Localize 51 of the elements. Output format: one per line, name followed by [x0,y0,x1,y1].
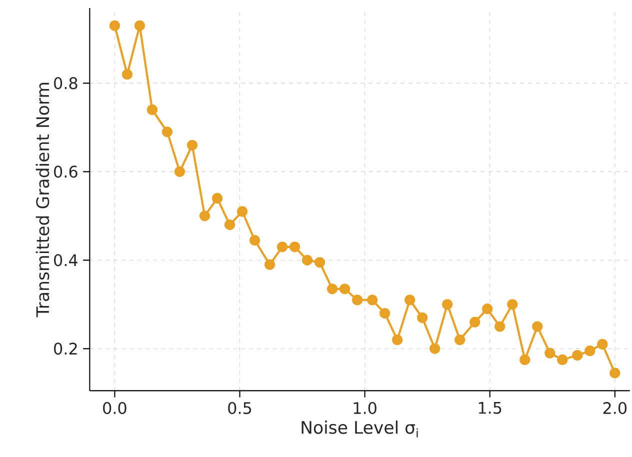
point [544,348,556,358]
point [584,345,596,356]
y-tick-label: 0.6 [54,165,78,178]
point [572,350,583,360]
point [379,308,390,318]
point [430,343,440,354]
point [224,219,236,230]
point [404,294,416,306]
y-axis-title: Transmitted Gradient Norm [36,82,50,317]
x-tick-label: 1.0 [354,402,376,414]
point [249,234,260,246]
point [339,283,350,294]
point [162,126,173,137]
point [507,298,518,310]
point [264,259,276,270]
x-tick-label: 0.0 [103,402,126,414]
point [494,320,506,332]
y-tick-label: 0.2 [54,342,77,354]
point [417,312,428,323]
x-tick-label: 0.5 [228,402,252,414]
point [532,320,543,332]
point [520,354,530,365]
point [186,140,198,150]
point [557,354,568,365]
point [597,338,608,350]
point [314,256,326,268]
y-tick-label: 0.8 [54,76,78,89]
x-tick-label: 2.0 [603,402,627,414]
point [134,20,146,31]
point [174,166,186,177]
point [454,334,466,345]
point [366,294,378,306]
point [146,104,158,115]
point [482,303,493,314]
point [236,206,248,217]
point [392,334,403,345]
point [352,294,363,306]
point [109,20,120,31]
point [199,210,210,222]
point [212,192,223,204]
x-tick-label: 1.5 [478,402,502,414]
point [289,241,300,252]
point [442,298,453,310]
point [276,241,288,252]
point [610,367,620,378]
y-tick-label: 0.4 [54,254,78,266]
x-axis-title: Noise Level σ$_{i}$ [302,420,418,438]
point [122,68,133,80]
point [326,283,338,294]
point [302,254,313,266]
point [470,316,480,328]
